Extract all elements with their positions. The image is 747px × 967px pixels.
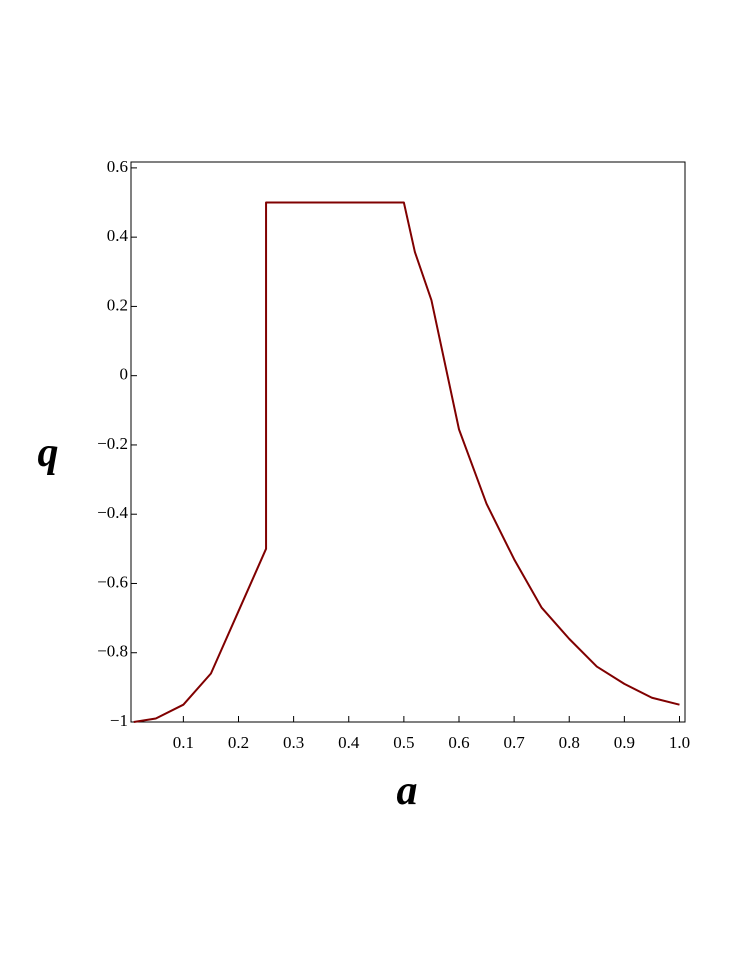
y-tick-label: −0.2 [97,434,128,453]
x-tick-label: 0.5 [393,733,414,752]
plot-frame [130,161,686,723]
x-tick-label: 0.6 [448,733,469,752]
y-tick-label: 0.2 [107,295,128,314]
y-tick-label: −0.4 [97,503,128,522]
x-tick-label: 0.1 [173,733,194,752]
y-tick-label: 0.6 [107,157,128,176]
x-tick-label: 0.4 [338,733,360,752]
x-tick-label: 0.2 [228,733,249,752]
x-tick-label: 0.3 [283,733,304,752]
y-tick-label: 0 [120,365,129,384]
y-tick-label: 0.4 [107,226,129,245]
y-tick-label: −0.8 [97,642,128,661]
curve [133,201,680,723]
y-axis-title: q [38,430,59,476]
x-tick-label: 0.9 [614,733,635,752]
y-tick-label: −0.6 [97,572,128,591]
x-axis-title: a [397,768,418,814]
x-tick-label: 0.8 [559,733,580,752]
x-tick-label: 1.0 [669,733,690,752]
y-tick-label: −1 [110,711,128,730]
x-tick-label: 0.7 [503,733,525,752]
